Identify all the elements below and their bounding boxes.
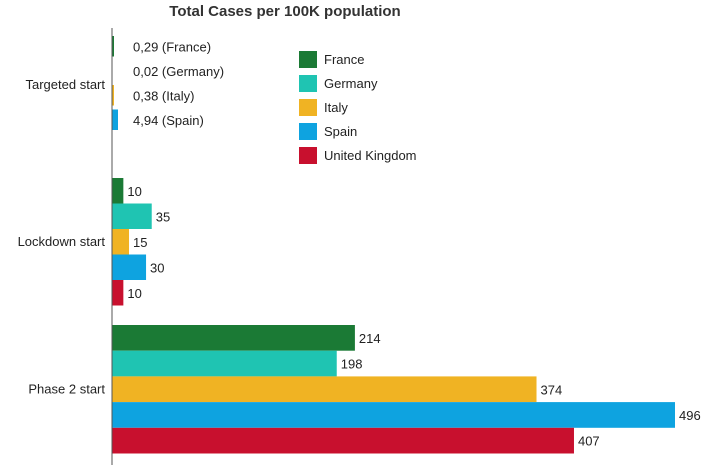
legend-swatch-france xyxy=(299,51,317,68)
legend: France Germany Italy Spain United Kingdom xyxy=(299,51,417,164)
value-label-lockdown-start-united-kingdom: 10 xyxy=(127,286,141,301)
bar-lockdown-start-italy xyxy=(112,229,130,255)
bar-phase-2-start-germany xyxy=(112,350,337,377)
bar-phase-2-start-france xyxy=(112,325,355,351)
value-label-phase-2-start-spain: 496 xyxy=(679,408,701,423)
value-label-targeted-start-france: 0,29 (France) xyxy=(133,39,211,54)
legend-label-germany: Germany xyxy=(324,76,378,91)
bar-phase-2-start-italy xyxy=(112,376,537,403)
legend-label-spain: Spain xyxy=(324,124,357,139)
legend-label-united-kingdom: United Kingdom xyxy=(324,148,417,163)
bar-lockdown-start-united-kingdom xyxy=(112,280,124,306)
legend-swatch-spain xyxy=(299,123,317,140)
value-label-lockdown-start-france: 10 xyxy=(127,184,141,199)
bar-phase-2-start-spain xyxy=(112,402,675,428)
value-label-phase-2-start-france: 214 xyxy=(359,331,381,346)
bar-lockdown-start-germany xyxy=(112,203,152,229)
value-label-targeted-start-italy: 0,38 (Italy) xyxy=(133,88,194,103)
legend-swatch-united-kingdom xyxy=(299,147,317,164)
value-label-phase-2-start-united-kingdom: 407 xyxy=(578,434,600,449)
bar-lockdown-start-spain xyxy=(112,254,147,280)
value-labels-layer: 0,29 (France) 0,02 (Germany) 0,38 (Italy) 4… xyxy=(127,39,700,448)
bars-layer xyxy=(112,36,675,454)
category-label-phase-2-start: Phase 2 start xyxy=(28,381,105,396)
value-label-phase-2-start-italy: 374 xyxy=(541,382,563,397)
bar-targeted-start-spain xyxy=(112,109,118,130)
bar-targeted-start-france xyxy=(112,36,114,57)
category-labels-layer: Targeted start Lockdown start Phase 2 star… xyxy=(18,77,106,396)
bar-phase-2-start-united-kingdom xyxy=(112,427,574,454)
value-label-lockdown-start-italy: 15 xyxy=(133,235,147,250)
value-label-targeted-start-germany: 0,02 (Germany) xyxy=(133,64,224,79)
value-label-lockdown-start-spain: 30 xyxy=(150,260,164,275)
category-label-targeted-start: Targeted start xyxy=(26,77,106,92)
legend-swatch-germany xyxy=(299,75,317,92)
value-label-targeted-start-spain: 4,94 (Spain) xyxy=(133,113,204,128)
bar-targeted-start-italy xyxy=(112,85,114,106)
value-label-lockdown-start-germany: 35 xyxy=(156,209,170,224)
legend-label-france: France xyxy=(324,52,364,67)
category-label-lockdown-start: Lockdown start xyxy=(18,234,106,249)
chart-title: Total Cases per 100K population xyxy=(169,3,400,20)
bar-lockdown-start-france xyxy=(112,178,124,204)
legend-label-italy: Italy xyxy=(324,100,348,115)
value-label-phase-2-start-germany: 198 xyxy=(341,357,363,372)
legend-swatch-italy xyxy=(299,99,317,116)
